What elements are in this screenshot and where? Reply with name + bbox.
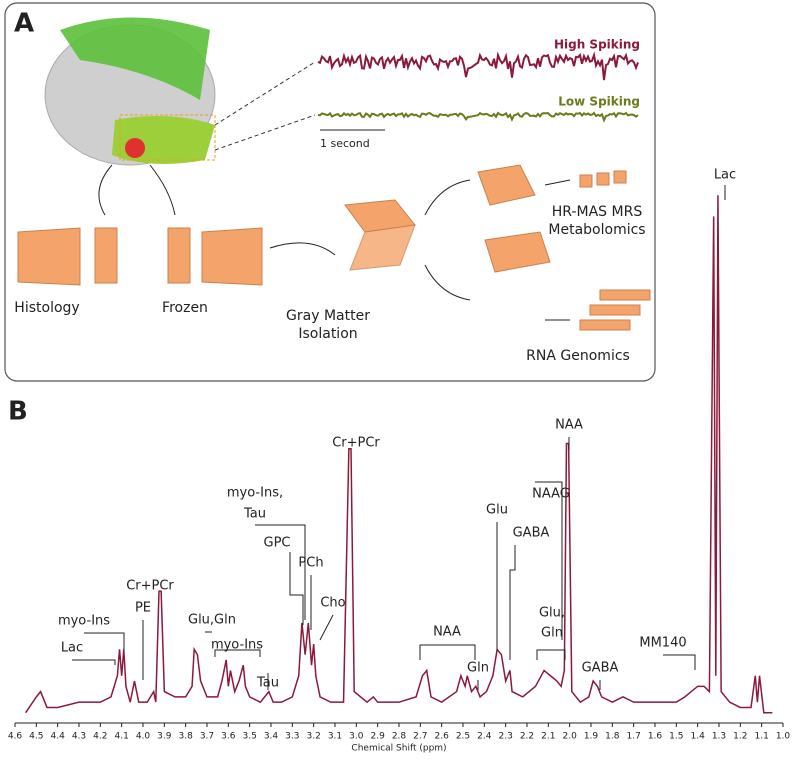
peak-label: Lac xyxy=(61,641,83,656)
x-tick-label: 1.0 xyxy=(776,732,791,742)
x-tick-label: 4.5 xyxy=(29,732,43,742)
step-label: RNA Genomics xyxy=(526,348,630,364)
x-tick-label: 3.0 xyxy=(349,732,364,742)
x-tick-label: 3.4 xyxy=(264,732,279,742)
peak-label: myo-Ins xyxy=(58,614,110,629)
peak-label: Cho xyxy=(320,596,345,611)
x-tick-label: 2.4 xyxy=(477,732,492,742)
peak-label: Glu xyxy=(486,503,508,518)
x-tick-label: 1.8 xyxy=(605,732,620,742)
x-tick-label: 1.3 xyxy=(712,732,726,742)
x-tick-label: 1.2 xyxy=(733,732,747,742)
x-tick-label: 3.6 xyxy=(221,732,236,742)
step-label: Frozen xyxy=(162,300,208,316)
step-label: HR-MAS MRS Metabolomics xyxy=(548,204,645,238)
zoom-line xyxy=(214,61,316,126)
peak-label: myo-Ins, xyxy=(227,486,283,501)
x-tick-label: 3.5 xyxy=(243,732,257,742)
scale-label: 1 second xyxy=(320,137,370,150)
x-tick-label: 2.0 xyxy=(563,732,578,742)
leader-line xyxy=(289,552,304,625)
x-tick-label: 1.5 xyxy=(669,732,683,742)
zoom-line xyxy=(214,114,316,151)
low-trace xyxy=(317,111,639,123)
leader-line xyxy=(319,614,334,641)
x-tick-label: 1.9 xyxy=(584,732,599,742)
leader-line xyxy=(663,654,696,670)
tissue-blocks xyxy=(17,164,651,331)
x-tick-label: 3.1 xyxy=(328,732,342,742)
step-label: Histology xyxy=(14,300,79,316)
x-tick-label: 1.4 xyxy=(691,732,706,742)
x-tick-label: 2.9 xyxy=(371,732,386,742)
x-tick-label: 1.7 xyxy=(627,732,641,742)
x-tick-label: 2.8 xyxy=(392,732,407,742)
leader-line xyxy=(419,644,476,660)
x-tick-label: 4.0 xyxy=(136,732,151,742)
x-tick-label: 1.6 xyxy=(648,732,663,742)
brain xyxy=(44,17,216,166)
peak-label: Tau xyxy=(243,507,266,522)
x-tick-label: 4.2 xyxy=(93,732,107,742)
peak-label: MM140 xyxy=(639,636,686,651)
peak-label: PE xyxy=(135,601,151,616)
step-label: Gray Matter Isolation xyxy=(286,308,370,342)
leader-line xyxy=(536,649,566,660)
peak-label: NAAG xyxy=(532,487,570,502)
leader-line xyxy=(214,649,261,657)
peak-label: PCh xyxy=(298,556,323,571)
leader-line xyxy=(72,659,116,665)
peak-label: Lac xyxy=(714,168,736,183)
x-tick-label: 1.1 xyxy=(755,732,769,742)
trace-label: High Spiking xyxy=(554,38,640,52)
x-tick-label: 2.5 xyxy=(456,732,470,742)
peak-label: NAA xyxy=(433,625,461,640)
leader-line xyxy=(509,545,516,660)
peak-label: GABA xyxy=(513,526,550,541)
x-tick-label: 3.2 xyxy=(307,732,321,742)
trace-label: Low Spiking xyxy=(558,95,640,109)
x-tick-label: 4.4 xyxy=(51,732,66,742)
peak-label: Gln xyxy=(541,626,563,641)
spectrum xyxy=(25,195,773,714)
x-tick-label: 4.3 xyxy=(72,732,86,742)
flow-arrows xyxy=(98,164,571,321)
x-tick-label: 4.6 xyxy=(8,732,23,742)
x-tick-label: 3.9 xyxy=(157,732,172,742)
peak-label: Cr+PCr xyxy=(126,579,174,594)
peak-label: myo-Ins xyxy=(211,638,263,653)
high-trace xyxy=(317,51,639,81)
x-tick-label: 2.3 xyxy=(499,732,513,742)
x-tick-label: 2.7 xyxy=(413,732,427,742)
x-tick-label: 4.1 xyxy=(115,732,129,742)
peak-label: GPC xyxy=(264,536,291,551)
peak-label: Cr+PCr xyxy=(332,436,380,451)
x-tick-label: 3.8 xyxy=(179,732,194,742)
leader-line xyxy=(535,481,563,640)
peak-label: NAA xyxy=(555,418,583,433)
x-tick-label: 3.7 xyxy=(200,732,214,742)
x-tick-label: 2.2 xyxy=(520,732,534,742)
peak-label: Glu, xyxy=(539,606,565,621)
x-tick-label: 2.1 xyxy=(541,732,555,742)
peak-label: Glu,Gln xyxy=(188,613,236,628)
x-tick-label: 3.3 xyxy=(285,732,299,742)
x-axis-label: Chemical Shift (ppm) xyxy=(351,744,446,754)
peak-label: Gln xyxy=(467,661,489,676)
leader-line xyxy=(255,524,306,620)
leader-line xyxy=(84,632,125,650)
panel-label: A xyxy=(14,9,34,39)
peak-label: GABA xyxy=(582,661,619,676)
x-tick-label: 2.6 xyxy=(435,732,450,742)
panel-label: B xyxy=(8,397,28,427)
